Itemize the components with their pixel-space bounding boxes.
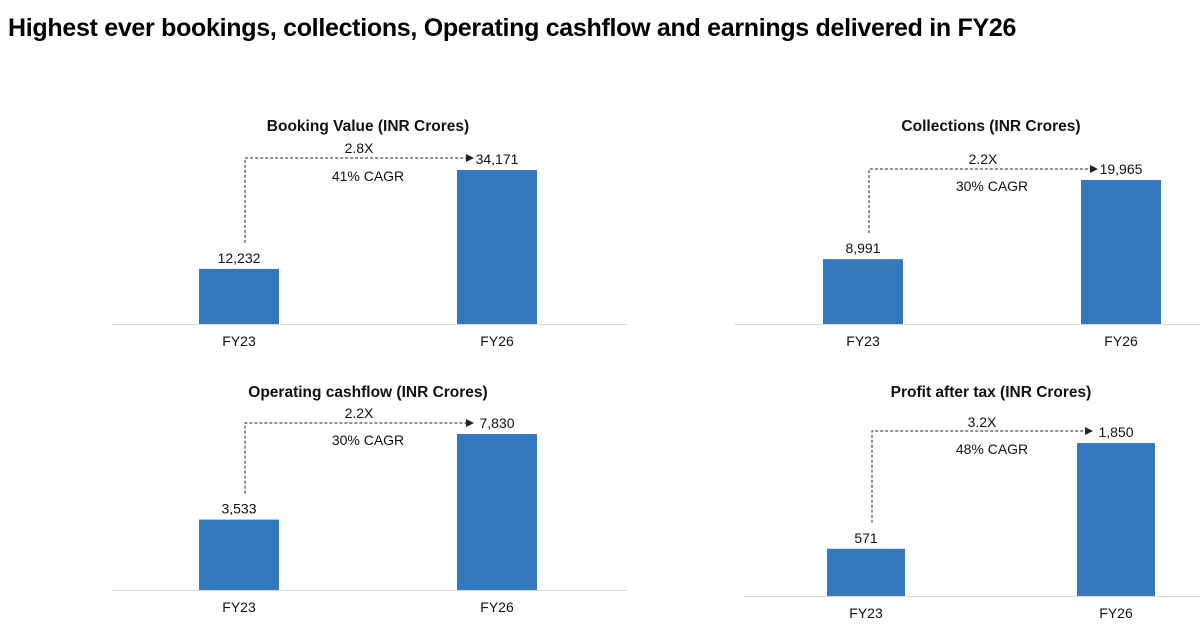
bar-fy26 bbox=[457, 170, 537, 324]
data-label: 8,991 bbox=[845, 240, 880, 256]
bar-fy23 bbox=[199, 268, 279, 324]
page-title: Highest ever bookings, collections, Oper… bbox=[8, 14, 1017, 42]
chart-title: Profit after tax (INR Crores) bbox=[891, 384, 1092, 401]
data-label: 34,171 bbox=[476, 151, 519, 167]
category-label: FY26 bbox=[480, 599, 514, 615]
growth-multiple-label: 2.2X bbox=[345, 405, 374, 421]
cagr-label: 41% CAGR bbox=[332, 168, 404, 184]
category-label: FY26 bbox=[480, 333, 514, 349]
chart-title: Booking Value (INR Crores) bbox=[267, 118, 469, 135]
cagr-label: 48% CAGR bbox=[956, 441, 1028, 457]
bar-fy26 bbox=[1081, 180, 1161, 324]
data-label: 3,533 bbox=[221, 501, 256, 517]
bar-fy23 bbox=[823, 259, 903, 324]
category-label: FY26 bbox=[1099, 605, 1133, 621]
growth-arrow bbox=[868, 165, 1098, 234]
category-label: FY26 bbox=[1104, 333, 1138, 349]
cagr-label: 30% CAGR bbox=[956, 178, 1028, 194]
bar-fy23 bbox=[827, 548, 905, 596]
growth-arrow bbox=[244, 419, 474, 494]
data-label: 19,965 bbox=[1100, 161, 1143, 177]
growth-arrow bbox=[871, 427, 1093, 523]
category-label: FY23 bbox=[222, 599, 256, 615]
data-label: 12,232 bbox=[218, 250, 261, 266]
chart-title: Operating cashflow (INR Crores) bbox=[248, 384, 487, 401]
category-label: FY23 bbox=[222, 333, 256, 349]
bar-fy26 bbox=[1077, 443, 1155, 596]
data-label: 571 bbox=[854, 530, 878, 546]
bar-fy23 bbox=[199, 519, 279, 590]
category-label: FY23 bbox=[849, 605, 883, 621]
bar-fy26 bbox=[457, 434, 537, 590]
growth-multiple-label: 2.8X bbox=[345, 140, 374, 156]
growth-multiple-label: 2.2X bbox=[969, 151, 998, 167]
category-label: FY23 bbox=[846, 333, 880, 349]
data-label: 7,830 bbox=[479, 415, 514, 431]
growth-multiple-label: 3.2X bbox=[968, 414, 997, 430]
chart-title: Collections (INR Crores) bbox=[901, 118, 1080, 135]
data-label: 1,850 bbox=[1098, 424, 1133, 440]
growth-arrow bbox=[244, 154, 474, 243]
cagr-label: 30% CAGR bbox=[332, 432, 404, 448]
